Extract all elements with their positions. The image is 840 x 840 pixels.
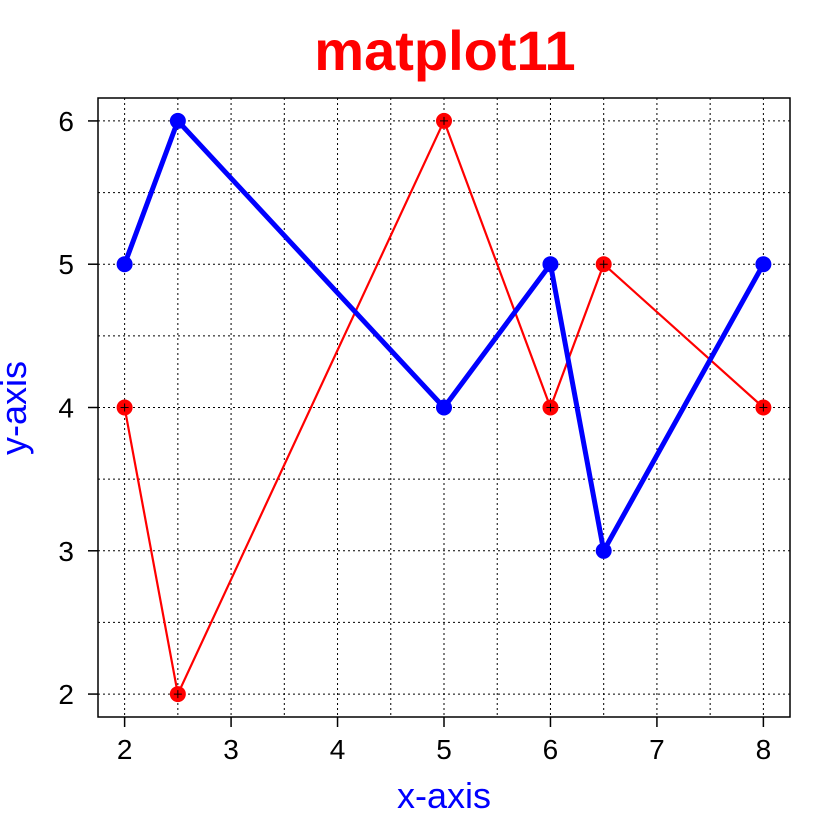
series-1-point-cross bbox=[120, 403, 129, 412]
series-1-point-cross bbox=[546, 403, 555, 412]
series-2-point bbox=[169, 112, 186, 129]
series-2-point bbox=[755, 256, 772, 273]
y-tick-label: 2 bbox=[58, 679, 74, 710]
series-1-point-cross bbox=[759, 403, 768, 412]
series-2-point bbox=[116, 256, 133, 273]
y-tick-label: 5 bbox=[58, 249, 74, 280]
x-axis-label: x-axis bbox=[397, 775, 491, 816]
x-tick-label: 6 bbox=[543, 734, 559, 765]
y-tick-label: 3 bbox=[58, 536, 74, 567]
series-2-point bbox=[542, 256, 559, 273]
ticks: 2 3 4 5 6 7 8 2 3 4 5 6 bbox=[58, 106, 771, 765]
series-2-point bbox=[595, 542, 612, 559]
series-1-line bbox=[123, 119, 765, 696]
x-tick-label: 2 bbox=[117, 734, 133, 765]
series-1-point-cross bbox=[440, 116, 448, 125]
series-1 bbox=[116, 112, 772, 703]
series-2-point bbox=[436, 399, 452, 416]
chart-title: matplot11 bbox=[314, 19, 575, 82]
x-tick-label: 8 bbox=[756, 734, 772, 765]
plot-frame bbox=[97, 97, 791, 718]
series-2-line bbox=[122, 118, 766, 554]
series-2 bbox=[116, 112, 772, 559]
y-tick-label: 6 bbox=[58, 106, 74, 137]
x-tick-label: 3 bbox=[223, 734, 239, 765]
series-layer bbox=[116, 112, 772, 703]
x-tick-label: 4 bbox=[330, 734, 346, 765]
x-tick-label: 7 bbox=[649, 734, 665, 765]
series-1-point-cross bbox=[599, 260, 608, 269]
y-tick-label: 4 bbox=[58, 393, 74, 424]
y-axis-label: y-axis bbox=[0, 361, 34, 455]
series-1-point-cross bbox=[173, 690, 182, 699]
x-tick-label: 5 bbox=[436, 734, 452, 765]
